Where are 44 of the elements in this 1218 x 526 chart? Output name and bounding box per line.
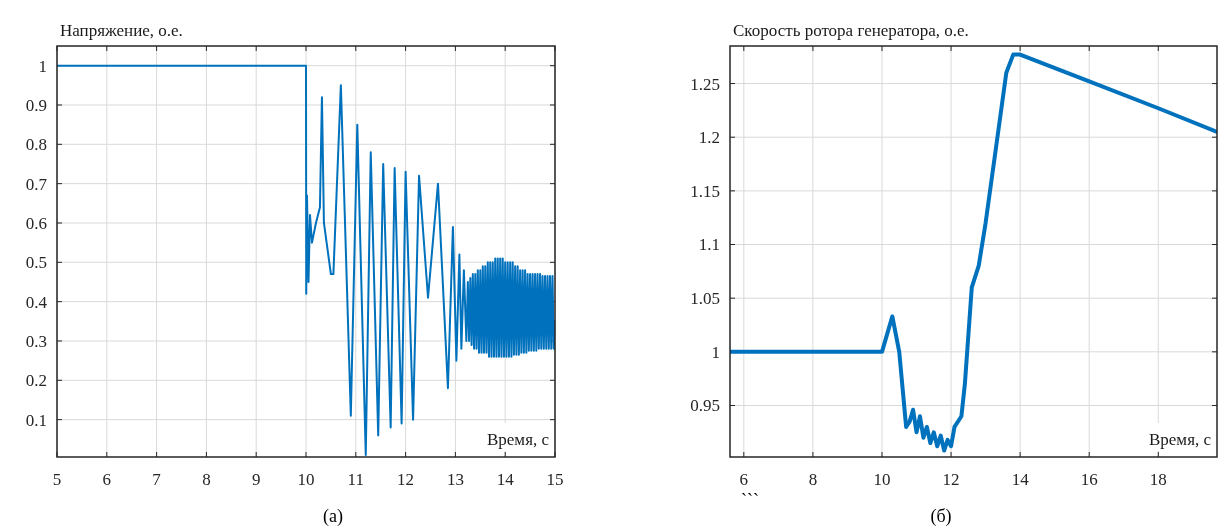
y-tick-label: 1 xyxy=(38,56,47,76)
x-tick-label: 13 xyxy=(446,470,464,489)
y-axis-title: Скорость ротора генератора, о.е. xyxy=(733,21,969,40)
y-tick-label: 1.15 xyxy=(690,181,720,201)
x-tick-label: 12 xyxy=(942,470,960,489)
x-tick-label: 10 xyxy=(873,470,891,489)
y-tick-label: 0.9 xyxy=(25,95,47,115)
x-tick-label: 6 xyxy=(739,470,749,489)
text: (б) xyxy=(930,506,952,526)
y-tick-label: 1 xyxy=(711,342,720,362)
x-tick-label: 14 xyxy=(1011,470,1030,489)
x-axis-title: Время, с xyxy=(1148,430,1212,449)
y-tick-label: 0.1 xyxy=(25,410,47,430)
y-tick-label: 0.2 xyxy=(25,371,47,391)
x-tick-label: 5 xyxy=(52,470,62,489)
y-tick-label: 0.3 xyxy=(25,331,47,351)
y-tick-label: 0.7 xyxy=(25,174,48,194)
text: ``` xyxy=(741,490,759,510)
x-tick-label: 18 xyxy=(1149,470,1167,489)
x-tick-label: 10 xyxy=(297,470,315,489)
x-tick-label: 9 xyxy=(251,470,261,489)
y-tick-label: 0.4 xyxy=(25,292,48,312)
x-tick-label: 11 xyxy=(347,470,364,489)
x-tick-label: 15 xyxy=(546,470,564,489)
y-tick-label: 0.8 xyxy=(25,135,47,155)
y-tick-label: 0.6 xyxy=(25,213,47,233)
x-tick-label: 7 xyxy=(152,470,162,489)
y-tick-label: 0.5 xyxy=(25,253,47,273)
y-tick-label: 1.05 xyxy=(690,289,720,309)
x-tick-label: 16 xyxy=(1080,470,1098,489)
y-tick-label: 0.95 xyxy=(690,396,720,416)
x-tick-label: 8 xyxy=(202,470,211,489)
x-tick-label: 8 xyxy=(808,470,818,489)
line-series xyxy=(57,64,555,457)
x-tick-label: 6 xyxy=(102,470,112,489)
y-tick-label: 1.25 xyxy=(690,74,720,94)
line-series xyxy=(730,52,1217,453)
text: (а) xyxy=(323,506,343,526)
y-axis-title: Напряжение, о.е. xyxy=(60,21,183,40)
y-tick-label: 1.1 xyxy=(698,235,720,255)
y-tick-label: 1.2 xyxy=(698,128,720,148)
x-axis-title: Время, с xyxy=(486,430,550,449)
x-tick-label: 14 xyxy=(496,470,515,489)
x-tick-label: 12 xyxy=(397,470,415,489)
